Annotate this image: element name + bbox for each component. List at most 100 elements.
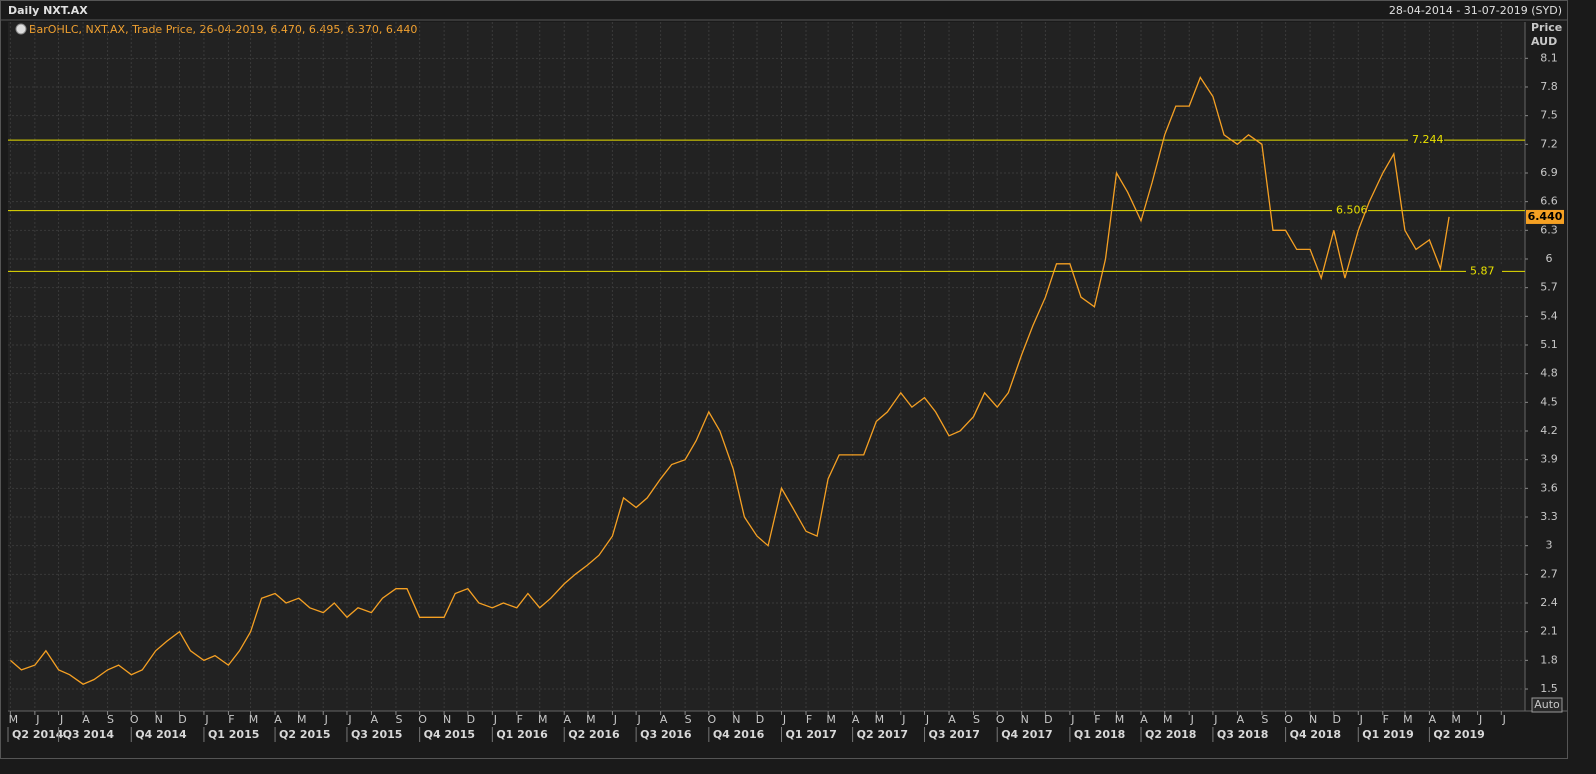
x-tick-label: F (1094, 713, 1100, 726)
x-tick-label: D (1333, 713, 1341, 726)
quarter-label: Q2 2019 (1433, 728, 1484, 741)
x-tick-label: S (973, 713, 980, 726)
quarter-label: Q3 2016 (640, 728, 692, 741)
x-tick-label: O (130, 713, 139, 726)
x-tick-label: F (517, 713, 523, 726)
plot-area (8, 22, 1525, 711)
x-tick-label: F (228, 713, 234, 726)
x-tick-label: F (1383, 713, 1389, 726)
y-tick-label: 7.8 (1540, 80, 1558, 93)
x-tick-label: M (1403, 713, 1413, 726)
x-tick-label: A (1140, 713, 1148, 726)
x-tick-label: D (756, 713, 764, 726)
legend-text: BarOHLC, NXT.AX, Trade Price, 26-04-2019… (29, 23, 417, 36)
chart-title: Daily NXT.AX (8, 4, 88, 17)
quarter-label: Q4 2016 (713, 728, 765, 741)
y-axis-area (1525, 22, 1567, 711)
x-tick-label: J (1478, 713, 1482, 726)
x-tick-label: J (493, 713, 497, 726)
x-tick-label: M (538, 713, 548, 726)
quarter-label: Q2 2017 (857, 728, 908, 741)
x-tick-label: A (660, 713, 668, 726)
x-tick-label: J (1190, 713, 1194, 726)
quarter-label: Q1 2018 (1074, 728, 1125, 741)
price-line (9, 75, 1450, 685)
x-tick-label: J (613, 713, 617, 726)
x-tick-label: S (1261, 713, 1268, 726)
x-tick-label: M (249, 713, 259, 726)
level-label: 7.244 (1412, 133, 1444, 146)
quarter-label: Q1 2017 (786, 728, 837, 741)
quarter-label: Q4 2017 (1001, 728, 1052, 741)
y-tick-label: 1.5 (1540, 682, 1558, 695)
y-tick-label: 3.6 (1540, 481, 1558, 494)
quarter-label: Q4 2014 (135, 728, 187, 741)
legend-icon[interactable] (15, 23, 27, 35)
y-axis-label: AUD (1531, 35, 1557, 48)
y-tick-label: 2.7 (1540, 567, 1558, 580)
x-tick-label: A (1237, 713, 1245, 726)
x-tick-label: M (826, 713, 836, 726)
x-tick-label: N (732, 713, 740, 726)
y-tick-label: 7.2 (1540, 137, 1558, 150)
x-tick-label: M (1115, 713, 1125, 726)
level-label-bg (1466, 265, 1502, 278)
x-tick-label: D (1044, 713, 1052, 726)
quarter-label: Q3 2017 (929, 728, 980, 741)
quarter-label: Q3 2015 (351, 728, 402, 741)
quarter-label: Q2 2014 (12, 728, 64, 741)
quarter-label: Q2 2016 (568, 728, 620, 741)
x-tick-label: A (274, 713, 282, 726)
quarter-label: Q3 2018 (1217, 728, 1268, 741)
y-tick-label: 6.9 (1540, 166, 1558, 179)
quarter-label: Q3 2014 (63, 728, 115, 741)
x-tick-label: A (948, 713, 956, 726)
level-label: 5.87 (1470, 264, 1495, 277)
y-tick-label: 5.4 (1540, 309, 1558, 322)
y-tick-label: 4.2 (1540, 424, 1558, 437)
x-tick-label: A (563, 713, 571, 726)
x-tick-label: A (371, 713, 379, 726)
y-tick-label: 2.4 (1540, 596, 1558, 609)
quarter-label: Q2 2018 (1145, 728, 1196, 741)
x-tick-label: F (806, 713, 812, 726)
level-label-bg (1332, 204, 1368, 217)
auto-button[interactable] (1531, 697, 1563, 713)
x-tick-label: N (443, 713, 451, 726)
x-tick-label: O (418, 713, 427, 726)
x-tick-label: J (1070, 713, 1074, 726)
x-tick-label: A (852, 713, 860, 726)
x-tick-label: J (347, 713, 351, 726)
x-tick-label: J (35, 713, 39, 726)
x-tick-label: N (1021, 713, 1029, 726)
x-tick-label: J (324, 713, 328, 726)
x-tick-label: M (9, 713, 19, 726)
y-tick-label: 8.1 (1540, 51, 1558, 64)
x-tick-label: D (467, 713, 475, 726)
x-tick-label: A (1429, 713, 1437, 726)
x-tick-label: M (875, 713, 885, 726)
x-tick-label: J (1213, 713, 1217, 726)
x-tick-label: J (1359, 713, 1363, 726)
date-range: 28-04-2014 - 31-07-2019 (SYD) (1389, 4, 1562, 17)
x-tick-label: M (297, 713, 307, 726)
x-tick-label: J (1502, 713, 1506, 726)
quarter-label: Q4 2015 (424, 728, 475, 741)
y-tick-label: 4.8 (1540, 367, 1558, 380)
x-tick-label: M (1163, 713, 1173, 726)
y-tick-label: 6 (1546, 252, 1553, 265)
x-tick-label: O (707, 713, 716, 726)
x-tick-label: O (996, 713, 1005, 726)
level-label: 6.506 (1336, 204, 1368, 217)
x-tick-label: O (1284, 713, 1293, 726)
x-tick-label: A (82, 713, 90, 726)
x-tick-label: S (685, 713, 692, 726)
y-tick-label: 3.9 (1540, 453, 1558, 466)
y-tick-label: 4.5 (1540, 395, 1558, 408)
auto-button-label[interactable]: Auto (1534, 698, 1560, 711)
y-tick-label: 6.6 (1540, 195, 1558, 208)
x-tick-label: J (637, 713, 641, 726)
x-tick-label: N (1309, 713, 1317, 726)
x-tick-label: J (925, 713, 929, 726)
